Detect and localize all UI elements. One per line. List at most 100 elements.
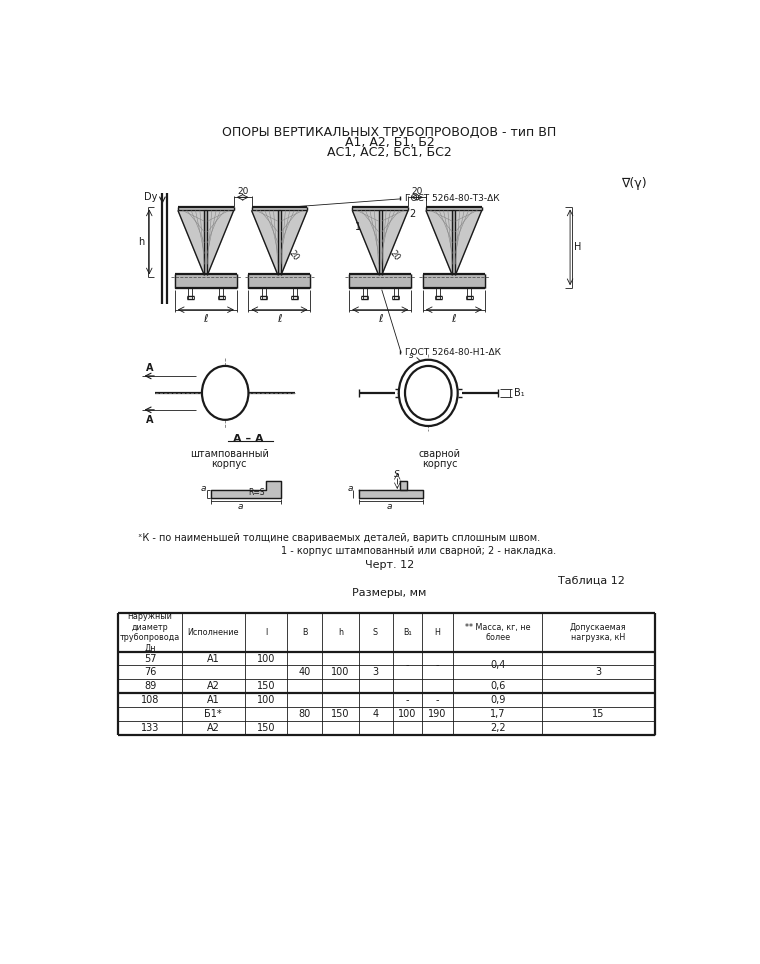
Text: R=S: R=S — [248, 489, 264, 497]
Polygon shape — [252, 210, 278, 275]
Text: А: А — [145, 415, 153, 425]
Text: 4: 4 — [372, 709, 378, 719]
Polygon shape — [211, 481, 281, 497]
Polygon shape — [252, 206, 307, 210]
Text: А: А — [145, 363, 153, 373]
Text: 2: 2 — [410, 209, 416, 219]
Text: B₁: B₁ — [403, 628, 412, 637]
Text: 76: 76 — [144, 667, 157, 678]
Polygon shape — [353, 206, 408, 210]
Text: a: a — [387, 502, 392, 511]
Text: a: a — [348, 484, 353, 493]
Text: -: - — [435, 660, 439, 670]
Text: 150: 150 — [257, 682, 275, 691]
Text: 2,2: 2,2 — [489, 723, 505, 733]
Text: Черт. 12: Черт. 12 — [365, 560, 414, 571]
Polygon shape — [278, 210, 281, 275]
Polygon shape — [204, 210, 207, 275]
Text: Таблица 12: Таблица 12 — [558, 576, 625, 586]
Polygon shape — [382, 210, 408, 275]
Polygon shape — [378, 210, 382, 275]
Text: 3: 3 — [372, 667, 378, 678]
Polygon shape — [400, 481, 407, 490]
Text: 100: 100 — [331, 667, 350, 678]
Text: А1, А2, Б1, Б2: А1, А2, Б1, Б2 — [344, 136, 435, 149]
Text: А – А: А – А — [233, 434, 264, 444]
Text: 3: 3 — [595, 667, 601, 678]
Text: H: H — [435, 628, 441, 637]
Text: 80: 80 — [299, 709, 311, 719]
Text: h: h — [138, 237, 144, 247]
Text: 1,7: 1,7 — [490, 709, 505, 719]
Text: ℓ: ℓ — [204, 314, 208, 324]
Text: 100: 100 — [398, 709, 416, 719]
Text: ˣК - по наименьшей толщине свариваемых деталей, варить сплошным швом.: ˣК - по наименьшей толщине свариваемых д… — [138, 533, 540, 543]
Text: 20: 20 — [287, 249, 300, 263]
Text: 0,9: 0,9 — [490, 695, 505, 705]
Text: S: S — [394, 470, 400, 479]
Text: ** Масса, кг, не
более: ** Масса, кг, не более — [465, 623, 530, 642]
Polygon shape — [455, 210, 482, 275]
Text: a: a — [201, 484, 206, 493]
Text: 100: 100 — [257, 654, 275, 663]
Polygon shape — [175, 275, 237, 288]
Text: H: H — [574, 242, 581, 253]
Text: АС1, АС2, БС1, БС2: АС1, АС2, БС1, БС2 — [327, 147, 452, 159]
Text: 15: 15 — [592, 709, 604, 719]
Text: сварной: сварной — [419, 449, 461, 460]
Text: -: - — [406, 695, 409, 705]
Text: S: S — [373, 628, 378, 637]
Text: ℓ: ℓ — [378, 314, 382, 324]
Text: 150: 150 — [331, 709, 350, 719]
Ellipse shape — [399, 360, 458, 426]
Polygon shape — [452, 210, 455, 275]
Text: ГОСТ 5264-80-Н1-ΔК: ГОСТ 5264-80-Н1-ΔК — [405, 348, 501, 358]
Text: -: - — [435, 695, 439, 705]
Ellipse shape — [405, 366, 451, 420]
Polygon shape — [281, 210, 307, 275]
Text: ГОСТ 5264-80-Т3-ΔК: ГОСТ 5264-80-Т3-ΔК — [405, 195, 499, 203]
Text: l: l — [264, 628, 267, 637]
Polygon shape — [178, 210, 204, 275]
Text: a: a — [238, 502, 243, 511]
Text: А1: А1 — [207, 654, 220, 663]
Text: ℓ: ℓ — [451, 314, 456, 324]
Text: 89: 89 — [144, 682, 156, 691]
Polygon shape — [359, 490, 423, 497]
Text: B₁: B₁ — [515, 388, 525, 398]
Text: 20: 20 — [388, 249, 401, 263]
Text: А1: А1 — [207, 695, 220, 705]
Polygon shape — [207, 210, 234, 275]
Polygon shape — [426, 210, 452, 275]
Text: 150: 150 — [257, 723, 275, 733]
Text: 1: 1 — [356, 223, 362, 232]
Text: ∇(γ): ∇(γ) — [621, 177, 647, 190]
Text: корпус: корпус — [422, 460, 458, 469]
Ellipse shape — [202, 366, 249, 420]
Text: Допускаемая
нагрузка, кН: Допускаемая нагрузка, кН — [570, 623, 627, 642]
Polygon shape — [353, 210, 378, 275]
Text: Исполнение: Исполнение — [188, 628, 239, 637]
Text: ОПОРЫ ВЕРТИКАЛЬНЫХ ТРУБОПРОВОДОВ - тип ВП: ОПОРЫ ВЕРТИКАЛЬНЫХ ТРУБОПРОВОДОВ - тип В… — [223, 126, 556, 139]
Text: Dy: Dy — [144, 192, 157, 201]
Text: B: B — [302, 628, 307, 637]
Text: 190: 190 — [429, 709, 447, 719]
Polygon shape — [349, 275, 411, 288]
Text: 133: 133 — [141, 723, 159, 733]
Polygon shape — [426, 206, 482, 210]
Text: 20: 20 — [237, 187, 249, 197]
Text: 108: 108 — [141, 695, 159, 705]
Polygon shape — [423, 275, 485, 288]
Text: 40: 40 — [299, 667, 311, 678]
Text: Размеры, мм: Размеры, мм — [353, 588, 426, 598]
Text: 0,4: 0,4 — [490, 660, 505, 670]
Text: 100: 100 — [257, 695, 275, 705]
Text: 57: 57 — [144, 654, 157, 663]
Text: Наружный
диаметр
трубопровода
Дн: Наружный диаметр трубопровода Дн — [120, 612, 180, 653]
Text: корпус: корпус — [211, 460, 247, 469]
Text: 0,6: 0,6 — [490, 682, 505, 691]
Text: ℓ: ℓ — [277, 314, 282, 324]
Text: 20: 20 — [411, 187, 423, 197]
Text: А2: А2 — [207, 723, 220, 733]
Polygon shape — [249, 275, 310, 288]
